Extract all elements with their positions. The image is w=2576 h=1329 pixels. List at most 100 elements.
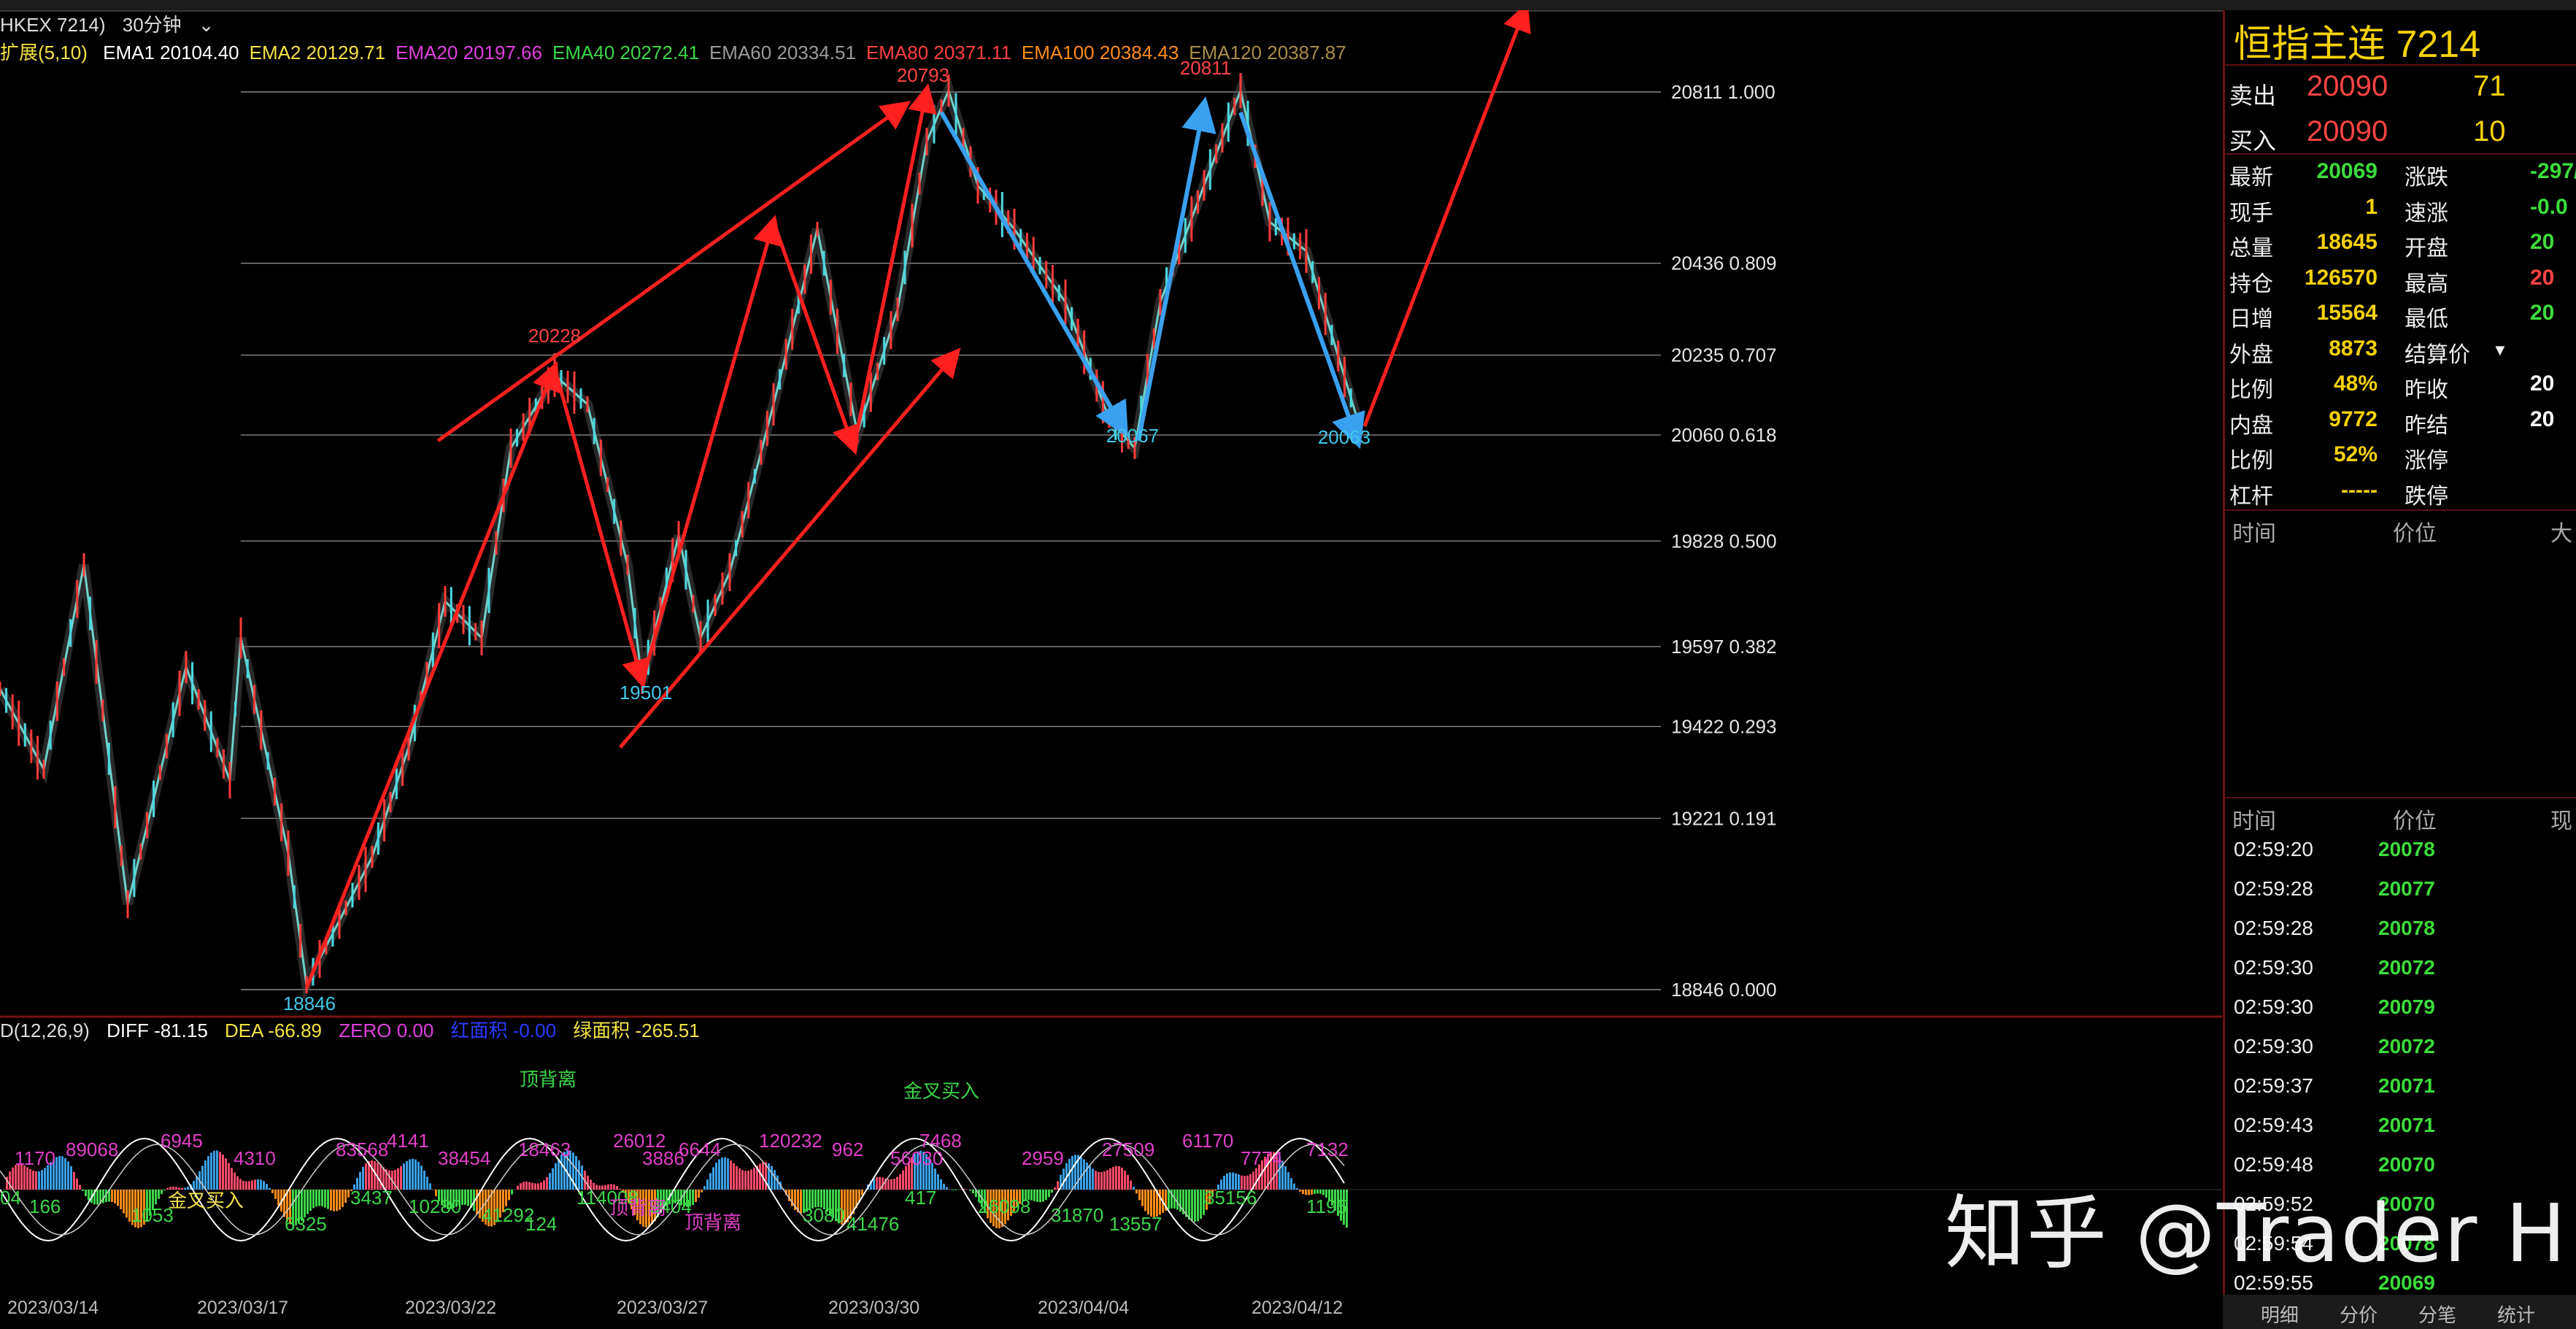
macd-bar: [35, 1171, 37, 1190]
macd-bar: [855, 1190, 857, 1209]
macd-bar: [587, 1175, 589, 1190]
macd-bar: [1036, 1190, 1038, 1202]
macd-bar: [1270, 1152, 1272, 1190]
macd-bar: [149, 1190, 151, 1216]
trend-arrow-red: [771, 221, 860, 455]
date-label: 2023/04/12: [1252, 1298, 1343, 1318]
tick-row: 02:59:54 20078: [2225, 1228, 2576, 1267]
macd-bar: [6, 1176, 8, 1190]
panel-tab[interactable]: 明细: [2261, 1304, 2299, 1326]
macd-value-label: 10280: [409, 1195, 461, 1217]
macd-bar: [485, 1190, 487, 1225]
macd-bar: [1127, 1174, 1129, 1190]
sell-row[interactable]: 卖出 20090 71: [2225, 67, 2576, 109]
macd-bar: [1325, 1190, 1327, 1198]
macd-bar: [467, 1190, 469, 1206]
buy-row[interactable]: 买入 20090 10: [2225, 112, 2576, 154]
macd-bar: [1057, 1181, 1059, 1190]
macd-dea: DEA -66.89: [225, 1020, 323, 1041]
quote-value: 20: [2530, 265, 2555, 290]
macd-bar: [1112, 1166, 1114, 1190]
macd-bar: [371, 1160, 373, 1190]
tick-price: 20070: [2378, 1193, 2435, 1215]
macd-bar: [861, 1190, 863, 1196]
macd-bar: [1246, 1175, 1249, 1190]
macd-bar: [1217, 1184, 1219, 1190]
macd-bar: [817, 1190, 820, 1207]
macd-bar: [619, 1188, 621, 1190]
macd-bar: [771, 1166, 773, 1190]
chevron-down-icon: ⌄: [198, 14, 215, 36]
macd-bar: [1039, 1190, 1041, 1203]
sell-qty: 71: [2473, 70, 2506, 102]
macd-bar: [1287, 1172, 1289, 1190]
date-axis: 2023/03/14 2023/03/17 2023/03/22 2023/03/27…: [0, 1298, 2222, 1324]
trend-arrow-red: [1362, 10, 1531, 427]
quote-label: 开盘: [2405, 236, 2448, 261]
macd-bar: [666, 1190, 668, 1207]
panel-tab[interactable]: 统计: [2497, 1304, 2536, 1326]
macd-value-label: 6325: [285, 1213, 327, 1235]
tick-row: 02:59:20 20078: [2225, 833, 2576, 873]
macd-bar: [639, 1190, 641, 1225]
quote-row: 最新 20069 涨跌 -297/1.4: [2225, 156, 2576, 190]
panel-tab[interactable]: 分价: [2340, 1304, 2378, 1326]
period-selector[interactable]: 30分钟 ⌄: [123, 14, 226, 36]
macd-bar: [654, 1190, 656, 1222]
bands-label[interactable]: 扩展(5,10): [0, 42, 88, 63]
quote-value: 8873: [2329, 336, 2378, 361]
ema-label: EMA100 20384.43: [1021, 42, 1179, 63]
macd-bar: [806, 1190, 808, 1212]
macd-value-label: 1170: [15, 1147, 55, 1169]
macd-bar: [625, 1190, 627, 1198]
macd-bar: [838, 1190, 840, 1224]
macd-bar: [356, 1177, 358, 1190]
macd-bar: [365, 1163, 367, 1190]
macd-bar: [1130, 1180, 1132, 1190]
period-label: 30分钟: [122, 14, 182, 36]
tick-row: 02:59:30 20072: [2225, 952, 2576, 991]
macd-bar: [429, 1183, 431, 1190]
macd-bar: [969, 1190, 971, 1191]
fib-level-label: 19828 0.500: [1671, 530, 1777, 552]
macd-label[interactable]: D(12,26,9): [0, 1020, 90, 1041]
macd-bar: [628, 1190, 630, 1203]
macd-bar: [359, 1171, 361, 1190]
tick-price: 20077: [2378, 877, 2435, 900]
macd-bar: [1098, 1171, 1100, 1190]
quote-label: 内盘: [2229, 413, 2273, 438]
macd-bar: [1089, 1166, 1091, 1190]
macd-value-label: 124: [525, 1213, 557, 1235]
contract-title: 恒指主连 7214: [2234, 23, 2481, 66]
candlestick-chart-area[interactable]: 20811 1.000 20436 0.809 20235 0.707 20060 0…: [0, 10, 2222, 1299]
macd-bar: [368, 1160, 370, 1190]
macd-bar: [925, 1154, 928, 1190]
macd-bar: [207, 1155, 209, 1190]
macd-bar: [919, 1150, 922, 1190]
macd-bar: [934, 1168, 936, 1190]
fib-level-label: 20060 0.618: [1671, 424, 1777, 446]
chevron-down-icon[interactable]: ▼: [2492, 340, 2508, 359]
macd-bar: [1343, 1190, 1345, 1225]
macd-bar: [1241, 1175, 1243, 1190]
macd-bar: [633, 1190, 636, 1216]
macd-bar: [578, 1160, 580, 1190]
macd-bar: [242, 1180, 244, 1190]
macd-bar: [1103, 1171, 1106, 1190]
trend-arrow-red: [640, 215, 782, 682]
macd-bar: [1121, 1167, 1123, 1190]
macd-bar: [1235, 1173, 1237, 1190]
quote-value: 48%: [2333, 371, 2378, 396]
tick-price: 20078: [2378, 1232, 2435, 1255]
macd-bar: [67, 1161, 69, 1190]
panel-tab[interactable]: 分笔: [2418, 1304, 2457, 1326]
macd-bar: [234, 1172, 236, 1190]
quote-label: 昨收: [2405, 378, 2448, 402]
macd-bar: [283, 1190, 285, 1217]
tick-price: 20072: [2378, 1035, 2435, 1058]
macd-bar: [703, 1186, 706, 1190]
macd-value-label: 13557: [1109, 1213, 1162, 1235]
macd-bar: [724, 1157, 726, 1190]
macd-bar: [721, 1157, 723, 1190]
quote-label: 最低: [2405, 307, 2448, 331]
